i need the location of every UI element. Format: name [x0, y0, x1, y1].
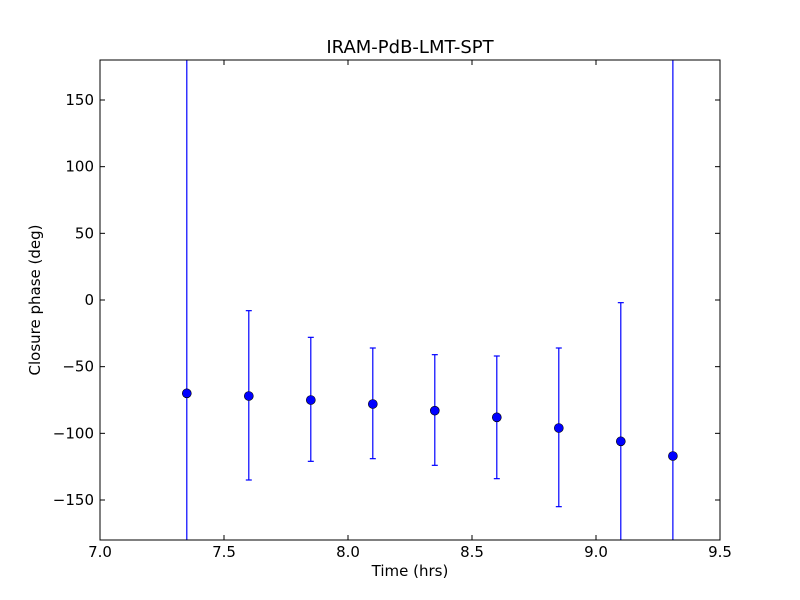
chart-title: IRAM-PdB-LMT-SPT: [326, 37, 494, 58]
data-point: [367, 399, 378, 409]
data-point: [305, 395, 316, 405]
x-tick-label: 9.5: [708, 543, 732, 561]
x-axis-ticks: 7.0 7.5 8.0 8.5 9.0 9.5: [88, 60, 732, 561]
x-tick-label: 8.0: [336, 543, 360, 561]
y-tick-label: −100: [53, 424, 94, 442]
data-point: [491, 412, 502, 423]
error-bars: [186, 60, 674, 540]
plot-frame: [99, 59, 721, 541]
y-axis-ticks: −150 −100 −50 0 50 100 150: [53, 91, 720, 509]
y-tick-label: 0: [84, 291, 94, 309]
y-tick-label: 100: [65, 158, 94, 176]
y-tick-label: 50: [75, 224, 94, 242]
data-point: [182, 388, 192, 399]
y-tick-label: 150: [65, 91, 94, 109]
data-point: [553, 423, 564, 433]
x-tick-label: 9.0: [584, 543, 608, 561]
data-point: [615, 436, 626, 447]
y-tick-label: −50: [62, 358, 94, 376]
x-tick-label: 8.5: [460, 543, 484, 561]
data-markers: [182, 388, 678, 461]
data-point: [668, 451, 678, 461]
y-tick-label: −150: [53, 491, 94, 509]
y-axis-label: Closure phase (deg): [26, 225, 44, 376]
x-tick-label: 7.5: [212, 543, 236, 561]
x-tick-label: 7.0: [88, 543, 112, 561]
data-point: [244, 391, 254, 401]
x-axis-label: Time (hrs): [371, 562, 449, 580]
data-point: [429, 405, 440, 416]
